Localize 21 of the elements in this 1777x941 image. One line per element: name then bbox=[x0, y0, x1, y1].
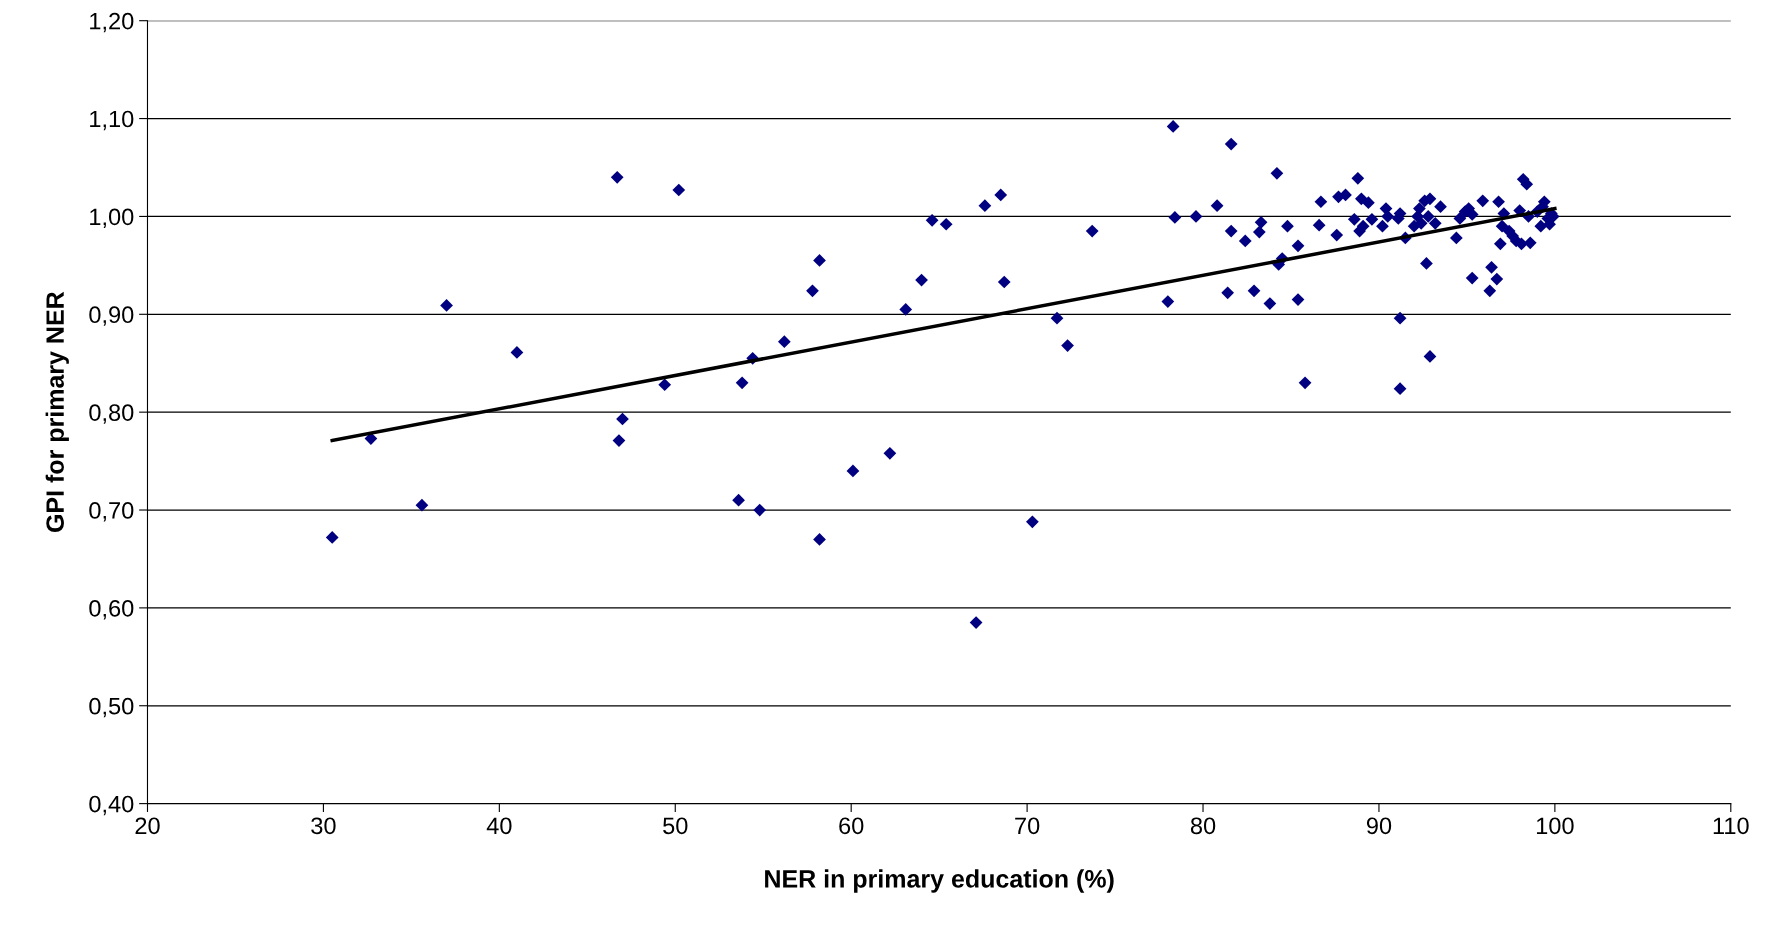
x-tick-label: 80 bbox=[1190, 817, 1216, 835]
y-tick-label: 1,00 bbox=[90, 208, 134, 229]
x-tick-label: 100 bbox=[1536, 817, 1574, 835]
y-tick-label: 0,60 bbox=[89, 599, 134, 620]
x-tick-label: 60 bbox=[839, 817, 864, 835]
x-tick-label: 90 bbox=[1366, 817, 1392, 835]
y-tick-label: 0,50 bbox=[89, 697, 134, 718]
y-tick-label: 0,40 bbox=[89, 795, 134, 816]
y-tick-label: 0,80 bbox=[89, 404, 134, 424]
x-tick-label: 110 bbox=[1713, 817, 1749, 835]
x-tick-label: 50 bbox=[663, 817, 688, 835]
y-tick-label: 1,10 bbox=[90, 110, 134, 131]
x-tick-label: 20 bbox=[135, 817, 160, 835]
y-tick-label: 1,20 bbox=[90, 12, 134, 33]
y-tick-label: 0,70 bbox=[89, 502, 134, 522]
x-tick-label: 40 bbox=[486, 817, 512, 835]
y-tick-label: 0,90 bbox=[89, 306, 134, 326]
x-tick-label: 30 bbox=[311, 817, 336, 835]
x-axis-title: NER in primary education (%) bbox=[765, 869, 1114, 893]
y-axis-title: GPI for primary NER bbox=[45, 291, 69, 532]
x-tick-label: 70 bbox=[1015, 817, 1040, 835]
